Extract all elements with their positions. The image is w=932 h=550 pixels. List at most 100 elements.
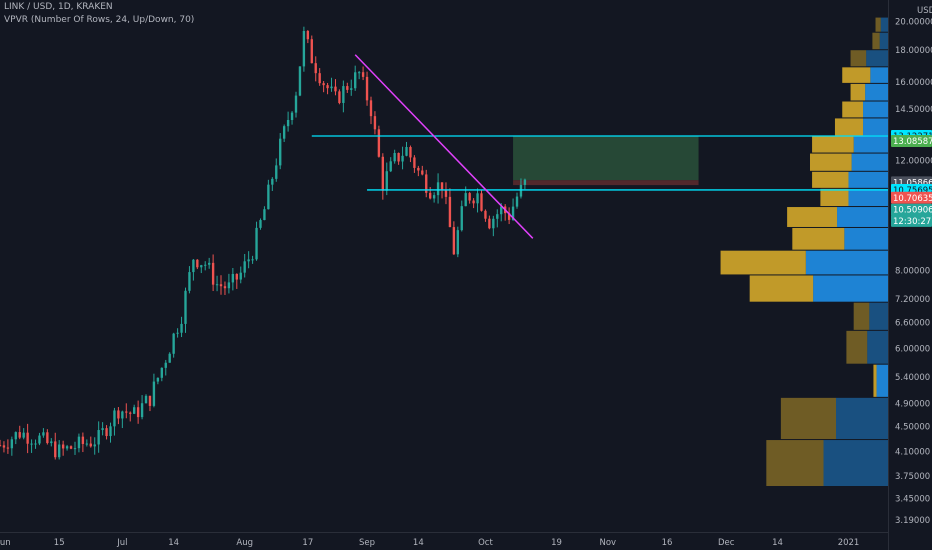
price-tag-bg [891, 214, 932, 227]
candle-body [152, 381, 156, 406]
price-tick-label: 5.40000 [895, 373, 930, 383]
candle-body [330, 86, 333, 89]
price-tag-label: 10.70635 [893, 194, 932, 204]
candle-body [73, 448, 77, 450]
candle-body [176, 332, 179, 334]
candle-body [350, 88, 353, 90]
candle-body [215, 284, 219, 286]
drawings[interactable] [311, 54, 888, 239]
candle-body [101, 428, 104, 431]
vp-down-bar [792, 227, 845, 250]
candle-body [58, 444, 61, 458]
price-tick-label: 3.75000 [895, 472, 930, 482]
vp-up-bar [867, 330, 888, 364]
candle-body [413, 157, 416, 168]
candle-body [429, 192, 432, 199]
candle-body [34, 443, 37, 445]
candle-body [140, 403, 144, 418]
vp-up-bar [837, 207, 888, 227]
candle-body [200, 265, 203, 268]
time-tick-label: Oct [478, 538, 493, 548]
candle-body [247, 259, 250, 262]
vp-down-bar [842, 101, 864, 118]
price-tag-label: 10.75695 [893, 186, 932, 196]
time-tick-label: Dec [718, 538, 735, 548]
price-tick-label: 6.00000 [895, 344, 930, 354]
vp-down-bar [780, 397, 836, 440]
candle-body [326, 85, 329, 89]
price-tick-label: 7.20000 [895, 295, 930, 305]
candle-body [425, 174, 428, 193]
vp-down-bar [749, 275, 814, 302]
vp-down-bar [812, 136, 854, 153]
vp-down-bar [810, 153, 852, 171]
candle-body [507, 213, 511, 220]
candle-body [440, 182, 444, 191]
candle-body [436, 182, 440, 196]
price-tick-label: 16.00000 [895, 78, 932, 88]
candle-body [136, 407, 140, 418]
position-tool[interactable] [513, 135, 699, 186]
indicator-legend[interactable]: VPVR (Number Of Rows, 24, Up/Down, 70) [4, 15, 195, 25]
candle-body [109, 426, 112, 437]
candle-body [69, 446, 73, 449]
vp-down-bar [853, 302, 870, 330]
price-tick-label: 8.00000 [895, 266, 930, 276]
candle-body [89, 443, 92, 447]
candle-body [160, 367, 163, 378]
candle-body [196, 259, 199, 268]
price-tick-label: 3.19000 [895, 516, 930, 526]
candle-body [476, 193, 479, 204]
candle-body [523, 179, 527, 185]
candle-body [85, 443, 89, 445]
candle-body [65, 446, 69, 449]
candle-body [397, 152, 400, 162]
candle-body [18, 432, 21, 438]
price-tick-label: 12.00000 [895, 156, 932, 166]
candle-body [231, 273, 235, 283]
candle-body [314, 63, 317, 74]
time-tick-label: Aug [236, 538, 253, 548]
candle-body [239, 272, 242, 280]
currency-label: USD [917, 6, 932, 16]
candle-body [417, 167, 420, 171]
candle-body [452, 227, 456, 255]
price-tick-label: 6.60000 [895, 319, 930, 329]
candle-body [322, 83, 325, 86]
price-tag: 13.08587 [891, 135, 932, 148]
candle-body [184, 290, 187, 324]
candle-body [61, 444, 65, 449]
vp-down-bar [812, 171, 849, 188]
candle-body [496, 214, 499, 219]
price-tag: 10.70635 [891, 191, 932, 204]
vp-down-bar [872, 32, 880, 50]
price-tag-bg [891, 203, 932, 216]
candle-body [432, 195, 436, 199]
price-tag-label: 12:30:27 [893, 217, 931, 227]
stop-zone[interactable] [513, 180, 699, 186]
candle-body [219, 284, 223, 287]
target-zone[interactable] [513, 135, 699, 181]
vp-down-bar [820, 188, 849, 207]
candle-body [105, 428, 108, 437]
vp-down-bar [846, 330, 868, 364]
volume-profile [720, 17, 888, 487]
candle-body [460, 206, 463, 231]
candle-body [456, 230, 459, 255]
candle-body [38, 435, 41, 444]
candle-body [405, 147, 408, 156]
vp-up-bar [836, 397, 888, 440]
vp-up-bar [869, 302, 888, 330]
vp-down-bar [875, 17, 881, 32]
candle-body [354, 72, 357, 89]
candle-body [26, 432, 29, 444]
candle-body [0, 445, 2, 447]
vp-up-bar [848, 188, 888, 207]
trendline[interactable] [354, 54, 534, 239]
time-tick-label: Sep [359, 538, 375, 548]
symbol-title: LINK / USD, 1D, KRAKEN [4, 2, 113, 12]
candle-body [117, 410, 120, 419]
candle-body [377, 129, 381, 157]
